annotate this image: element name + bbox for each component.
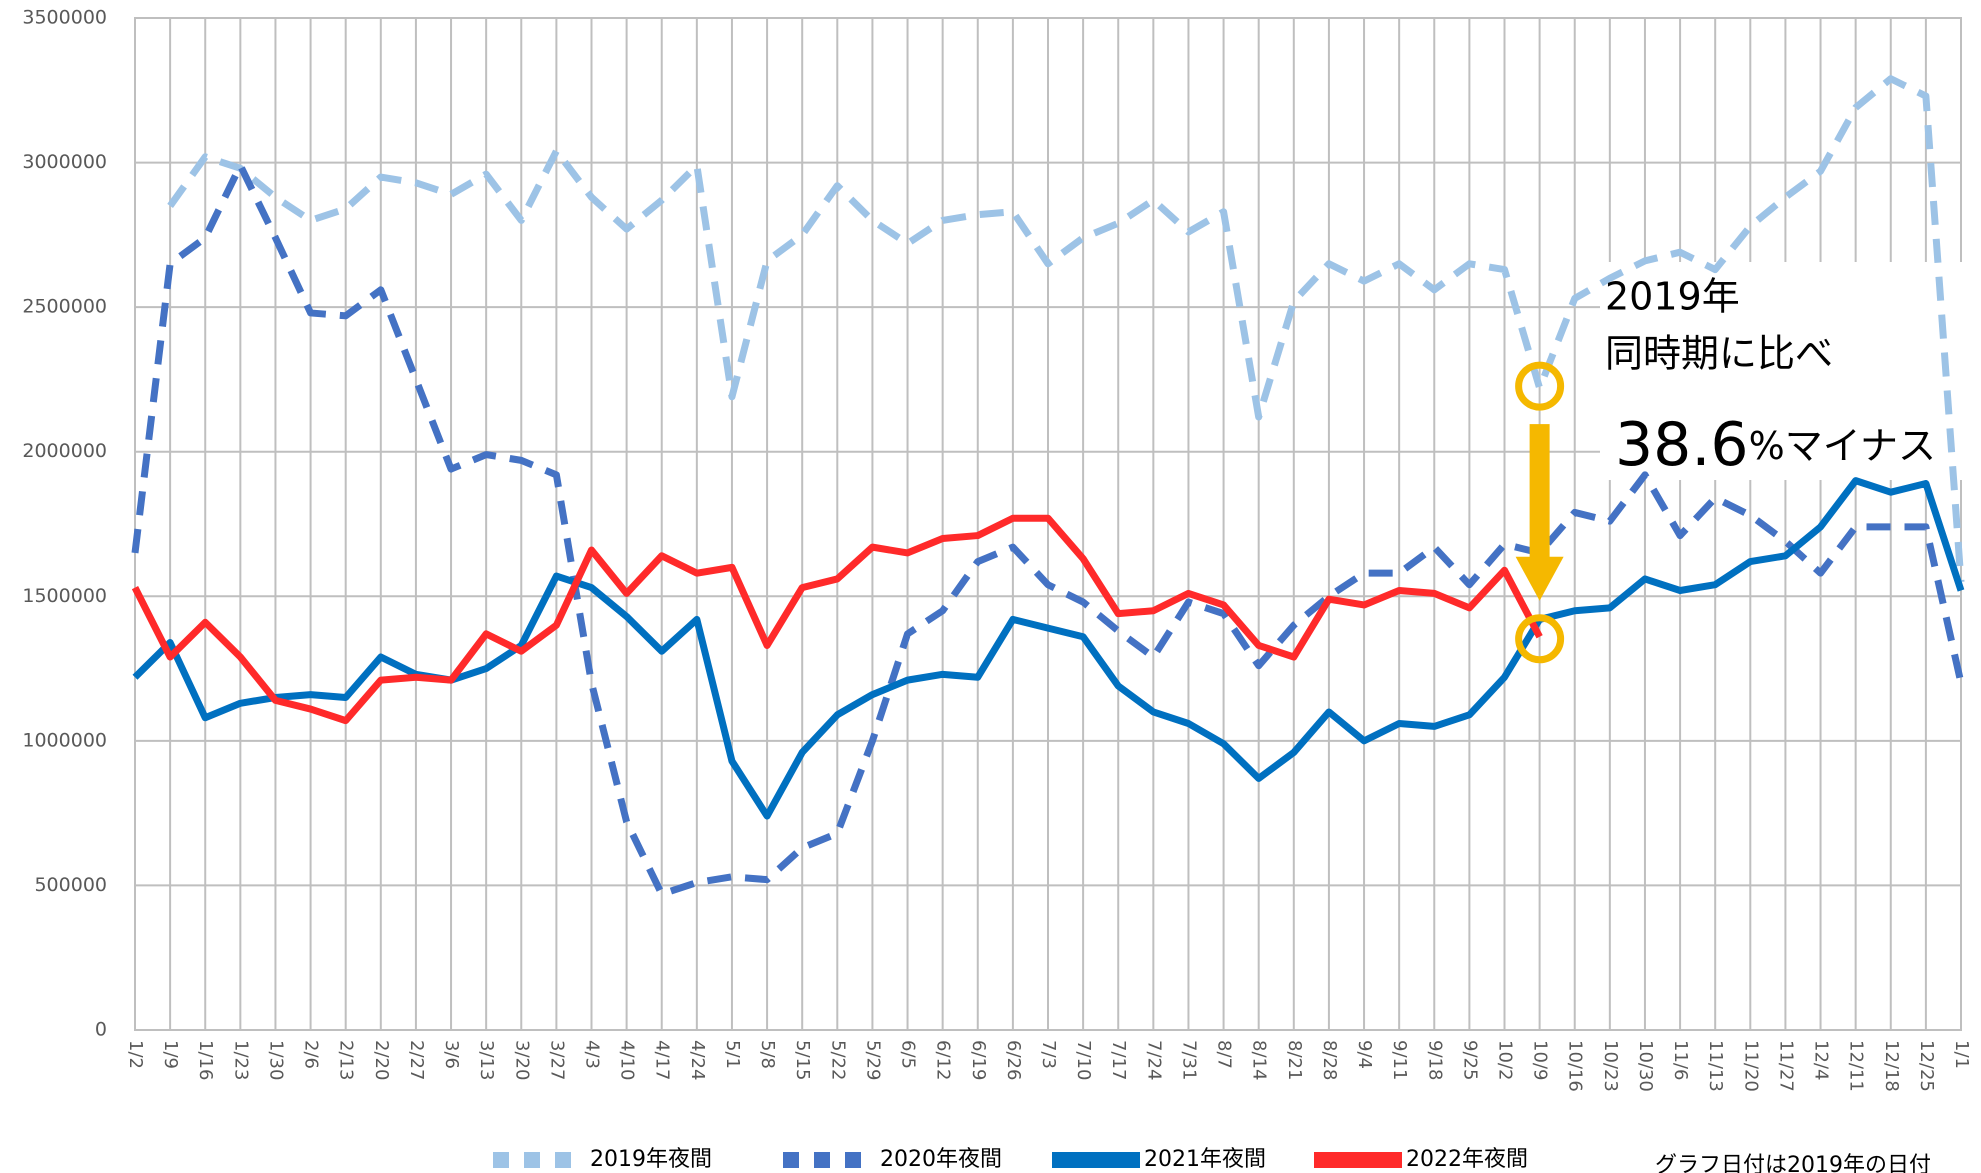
x-tick-label: 12/4 (1811, 1040, 1832, 1080)
x-tick-label: 10/2 (1495, 1040, 1516, 1080)
legend-swatch (783, 1152, 799, 1168)
annotation-number: 38.6 (1615, 410, 1749, 480)
x-tick-label: 7/31 (1178, 1040, 1199, 1080)
x-tick-label: 4/10 (617, 1040, 638, 1080)
legend-label: 2022年夜間 (1406, 1147, 1528, 1172)
x-tick-label: 1/16 (195, 1040, 216, 1080)
legend-swatch (845, 1152, 861, 1168)
x-tick-label: 2/20 (371, 1040, 392, 1080)
x-tick-label: 8/28 (1319, 1040, 1340, 1080)
annotation-arrowhead (1515, 556, 1564, 601)
legend-label: 2020年夜間 (880, 1147, 1002, 1172)
annotation-circle (1515, 361, 1565, 411)
x-tick-label: 2/6 (301, 1040, 322, 1069)
y-tick-label: 0 (95, 1019, 107, 1041)
annotation-circle (1515, 614, 1565, 664)
y-tick-label: 1500000 (22, 585, 107, 607)
x-tick-label: 6/19 (968, 1040, 989, 1080)
series-line (131, 161, 1965, 898)
x-tick-label: 8/14 (1249, 1040, 1270, 1080)
annotation-text: 38.6%マイナス (1615, 410, 1936, 480)
x-tick-label: 5/15 (792, 1040, 813, 1080)
x-tick-label: 5/29 (862, 1040, 883, 1080)
x-tick-label: 12/18 (1881, 1040, 1902, 1092)
annotation-background (1600, 262, 1981, 480)
x-tick-label: 7/3 (1038, 1040, 1059, 1069)
x-tick-label: 3/20 (511, 1040, 532, 1080)
legend-swatch (493, 1152, 509, 1168)
y-tick-label: 500000 (34, 874, 107, 896)
x-tick-label: 9/25 (1459, 1040, 1480, 1080)
annotation-text: 同時期に比べ (1605, 332, 1833, 376)
x-tick-label: 1/9 (160, 1040, 181, 1069)
x-tick-label: 11/27 (1775, 1040, 1796, 1092)
plot-border (134, 17, 1962, 1031)
y-tick-label: 3000000 (22, 151, 107, 173)
legend-swatch (524, 1152, 540, 1168)
x-tick-label: 11/13 (1705, 1040, 1726, 1092)
x-tick-label: 9/4 (1354, 1040, 1375, 1069)
x-tick-label: 12/25 (1916, 1040, 1937, 1092)
footnote: グラフ日付は2019年の日付 (1655, 1153, 1931, 1173)
y-tick-label: 2000000 (22, 440, 107, 462)
y-tick-label: 3500000 (22, 7, 107, 29)
y-tick-label: 1000000 (22, 729, 107, 751)
annotation-arrow (1529, 424, 1550, 558)
x-tick-label: 10/9 (1530, 1040, 1551, 1080)
annotation-text: 2019年 (1605, 275, 1740, 319)
x-tick-label: 4/17 (652, 1040, 673, 1080)
y-tick-label: 2500000 (22, 296, 107, 318)
legend-swatch (1314, 1152, 1402, 1168)
x-tick-label: 8/7 (1214, 1040, 1235, 1069)
x-tick-label: 3/6 (441, 1040, 462, 1069)
x-tick-label: 6/12 (933, 1040, 954, 1080)
legend-swatch (555, 1152, 571, 1168)
x-tick-label: 9/18 (1424, 1040, 1445, 1080)
x-tick-label: 12/11 (1846, 1040, 1867, 1092)
x-tick-label: 10/23 (1600, 1040, 1621, 1092)
x-tick-label: 5/1 (722, 1040, 743, 1069)
annotation-unit: %マイナス (1749, 424, 1936, 468)
x-tick-label: 5/8 (757, 1040, 778, 1069)
x-tick-label: 2/27 (406, 1040, 427, 1080)
x-tick-label: 7/10 (1073, 1040, 1094, 1080)
series-line (167, 75, 1965, 583)
x-tick-label: 3/27 (546, 1040, 567, 1080)
x-tick-label: 1/2 (125, 1040, 146, 1069)
x-tick-label: 4/24 (687, 1040, 708, 1080)
x-tick-label: 10/30 (1635, 1040, 1656, 1092)
legend-swatch (814, 1152, 830, 1168)
x-tick-label: 1/1 (1951, 1040, 1972, 1069)
x-tick-label: 6/5 (898, 1040, 919, 1069)
x-tick-label: 3/13 (476, 1040, 497, 1080)
x-tick-label: 4/3 (582, 1040, 603, 1069)
x-tick-label: 11/6 (1670, 1040, 1691, 1080)
legend-label: 2019年夜間 (590, 1147, 712, 1172)
x-tick-label: 8/21 (1284, 1040, 1305, 1080)
x-tick-label: 11/20 (1740, 1040, 1761, 1092)
x-tick-label: 9/11 (1389, 1040, 1410, 1080)
x-tick-label: 6/26 (1003, 1040, 1024, 1080)
x-tick-label: 10/16 (1565, 1040, 1586, 1092)
series-line (131, 514, 1543, 725)
x-tick-label: 7/24 (1143, 1040, 1164, 1080)
x-tick-label: 7/17 (1108, 1040, 1129, 1080)
x-tick-label: 1/30 (265, 1040, 286, 1080)
x-tick-label: 5/22 (827, 1040, 848, 1080)
legend-label: 2021年夜間 (1144, 1147, 1266, 1172)
x-tick-label: 2/13 (336, 1040, 357, 1080)
legend-swatch (1052, 1152, 1140, 1168)
x-tick-label: 1/23 (230, 1040, 251, 1080)
